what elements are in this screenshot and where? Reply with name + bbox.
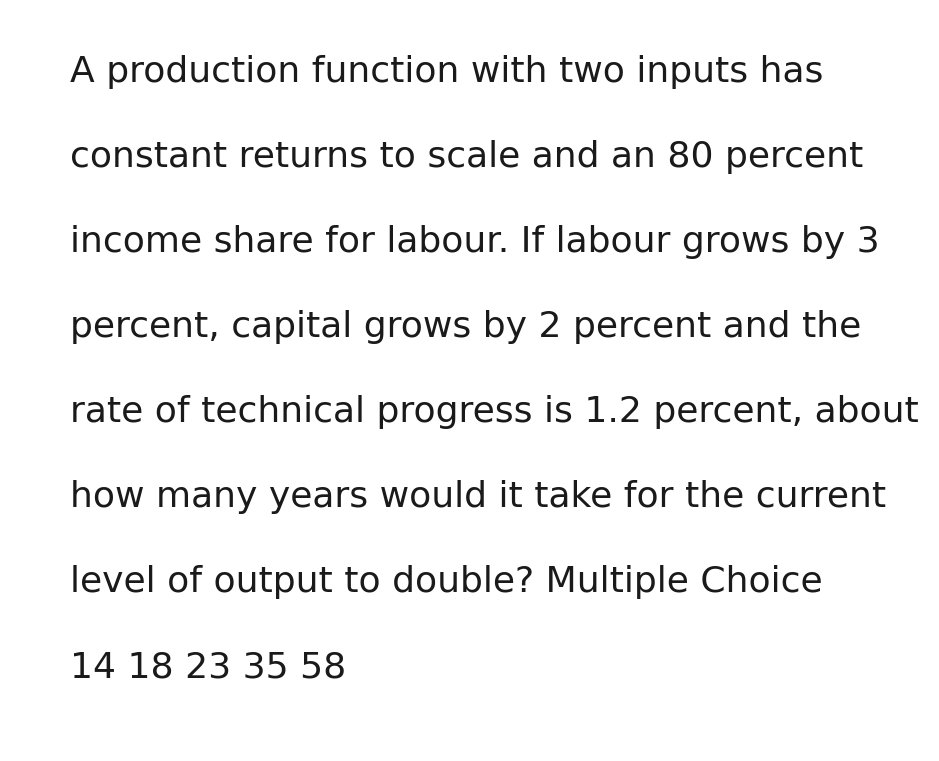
Text: percent, capital grows by 2 percent and the: percent, capital grows by 2 percent and …: [70, 310, 861, 344]
Text: 14 18 23 35 58: 14 18 23 35 58: [70, 650, 346, 684]
Text: rate of technical progress is 1.2 percent, about: rate of technical progress is 1.2 percen…: [70, 395, 918, 429]
Text: income share for labour. If labour grows by 3: income share for labour. If labour grows…: [70, 225, 880, 259]
Text: constant returns to scale and an 80 percent: constant returns to scale and an 80 perc…: [70, 140, 863, 174]
Text: A production function with two inputs has: A production function with two inputs ha…: [70, 55, 824, 89]
Text: how many years would it take for the current: how many years would it take for the cur…: [70, 480, 886, 514]
Text: level of output to double? Multiple Choice: level of output to double? Multiple Choi…: [70, 565, 823, 599]
